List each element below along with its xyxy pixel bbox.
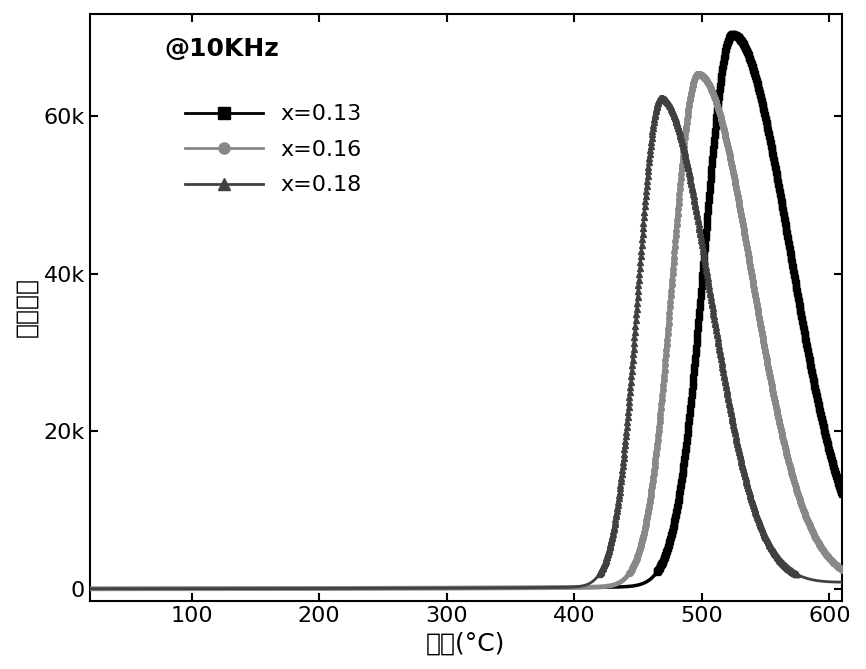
Y-axis label: 介电常数: 介电常数 xyxy=(14,277,38,337)
Legend: x=0.13, x=0.16, x=0.18: x=0.13, x=0.16, x=0.18 xyxy=(176,96,371,204)
X-axis label: 温度(°C): 温度(°C) xyxy=(426,631,506,655)
Text: @10KHz: @10KHz xyxy=(165,37,280,62)
